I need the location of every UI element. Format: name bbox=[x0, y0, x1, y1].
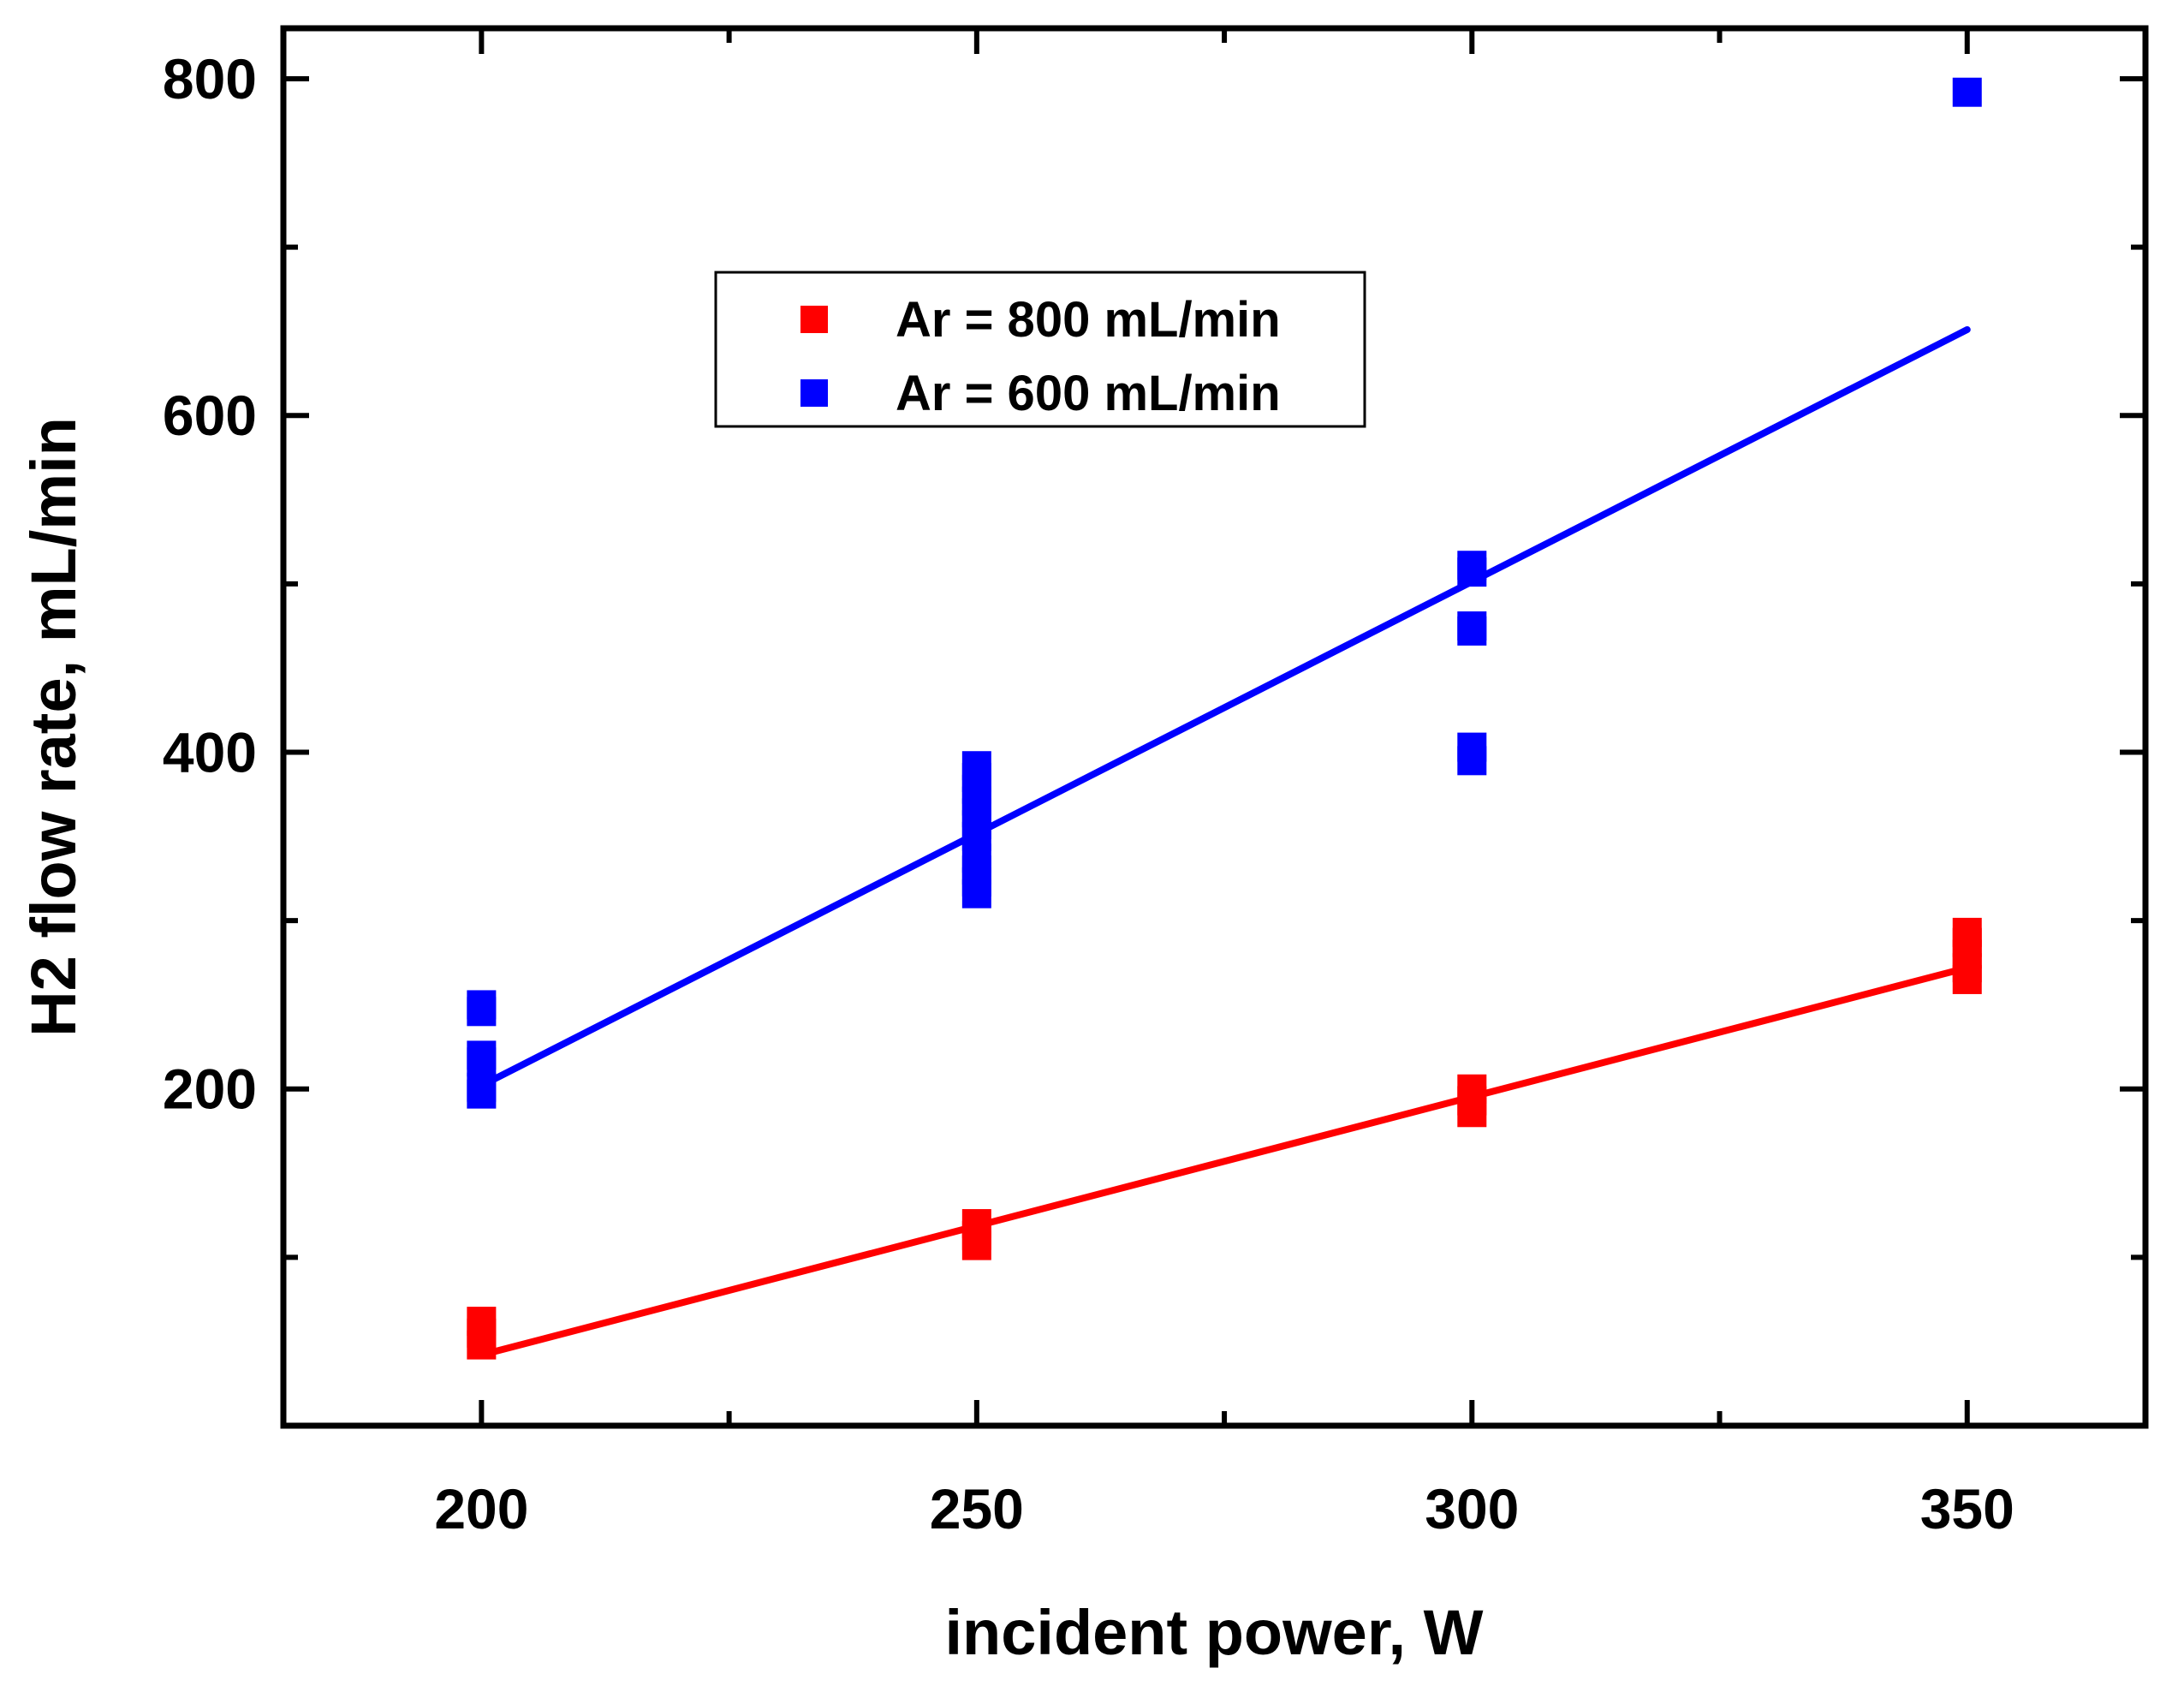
legend: Ar = 800 mL/min Ar = 600 mL/min bbox=[714, 271, 1366, 428]
data-point-series-0 bbox=[961, 1209, 991, 1239]
x-tick-label: 300 bbox=[1425, 1477, 1519, 1540]
data-point-series-0 bbox=[467, 1307, 497, 1337]
legend-label-ar-800: Ar = 800 mL/min bbox=[896, 292, 1281, 348]
legend-marker-ar-600 bbox=[800, 379, 828, 407]
y-axis-title: H2 flow rate, mL/min bbox=[18, 417, 89, 1037]
x-tick-label: 250 bbox=[930, 1477, 1024, 1540]
data-point-series-1 bbox=[467, 990, 497, 1020]
data-points bbox=[467, 77, 1982, 1360]
plot-frame bbox=[280, 25, 2149, 1429]
fit-lines bbox=[478, 325, 1971, 1359]
y-tick-label: 400 bbox=[163, 720, 257, 783]
data-point-series-1 bbox=[961, 751, 991, 781]
data-point-series-1 bbox=[467, 1040, 497, 1070]
y-tick-label: 200 bbox=[163, 1058, 257, 1121]
data-point-series-1 bbox=[1457, 732, 1487, 762]
data-point-series-0 bbox=[1952, 917, 1982, 947]
fit-line-series-0 bbox=[478, 964, 1971, 1359]
axis-ticks bbox=[283, 28, 2145, 1426]
x-tick-label: 350 bbox=[1920, 1477, 2014, 1540]
data-point-series-1 bbox=[1952, 77, 1982, 107]
y-tick-label: 800 bbox=[163, 47, 257, 110]
legend-label-ar-600: Ar = 600 mL/min bbox=[896, 366, 1281, 421]
data-point-series-1 bbox=[1457, 611, 1487, 641]
data-point-series-1 bbox=[467, 1072, 497, 1102]
data-point-series-1 bbox=[1457, 551, 1487, 581]
x-tick-label: 200 bbox=[434, 1477, 528, 1540]
data-point-series-0 bbox=[1457, 1074, 1487, 1104]
x-axis-title: incident power, W bbox=[944, 1597, 1483, 1668]
legend-marker-ar-800 bbox=[800, 306, 828, 333]
fit-line-series-1 bbox=[478, 325, 1971, 1089]
tick-labels: 200 250 300 350 200 400 600 800 bbox=[163, 47, 2014, 1540]
y-tick-label: 600 bbox=[163, 384, 257, 447]
